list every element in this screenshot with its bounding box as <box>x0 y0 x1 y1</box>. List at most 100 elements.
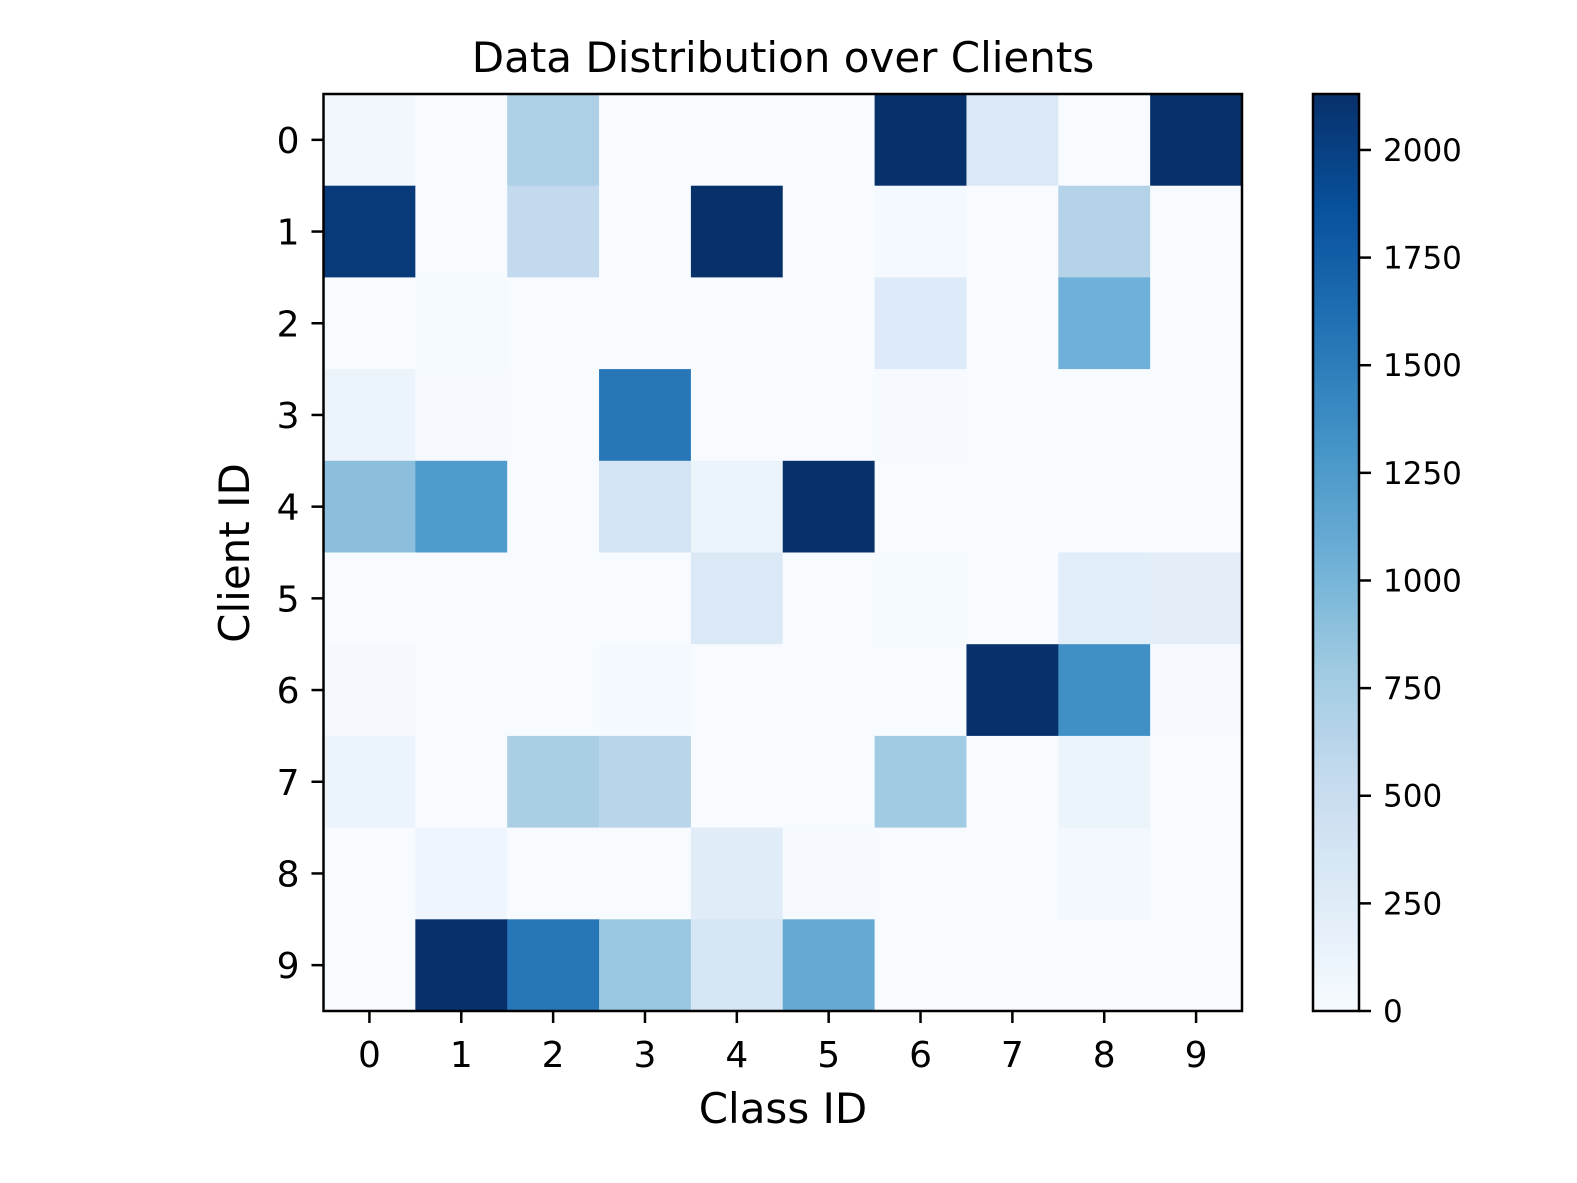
x-tick-label: 4 <box>725 1035 748 1076</box>
heatmap-cell-r5-c2 <box>507 552 600 645</box>
heatmap-cell-r9-c2 <box>507 919 600 1012</box>
heatmap-cell-r5-c8 <box>1058 552 1151 645</box>
heatmap-cell-r5-c7 <box>966 552 1059 645</box>
heatmap-cell-r4-c8 <box>1058 460 1151 554</box>
heatmap-cell-r1-c5 <box>782 185 876 278</box>
heatmap-cell-r4-c7 <box>966 460 1059 554</box>
heatmap-cell-r4-c3 <box>599 460 692 554</box>
colorbar-tick-label: 250 <box>1383 886 1442 922</box>
heatmap-cell-r0-c5 <box>782 94 876 187</box>
x-axis-title: Class ID <box>699 1084 868 1133</box>
heatmap-cell-r6-c4 <box>690 644 784 737</box>
heatmap-cell-r0-c7 <box>966 94 1059 187</box>
heatmap-cell-r1-c7 <box>966 185 1059 278</box>
heatmap-cell-r2-c9 <box>1150 277 1243 370</box>
heatmap-cell-r6-c8 <box>1058 644 1151 737</box>
heatmap-cell-r4-c1 <box>415 460 508 554</box>
heatmap-cell-r5-c4 <box>690 552 784 645</box>
heatmap-cell-r6-c2 <box>507 644 600 737</box>
heatmap-cell-r9-c1 <box>415 919 508 1012</box>
colorbar-tick-label: 1250 <box>1383 456 1462 492</box>
heatmap-cell-r8-c5 <box>782 827 876 920</box>
heatmap-cell-r3-c9 <box>1150 369 1243 462</box>
heatmap-cell-r7-c0 <box>323 735 416 829</box>
heatmap-cell-r1-c0 <box>323 185 416 278</box>
heatmap-cell-r9-c8 <box>1058 919 1151 1012</box>
heatmap-cell-r6-c9 <box>1150 644 1243 737</box>
heatmap-cell-r8-c1 <box>415 827 508 920</box>
heatmap-cell-r2-c6 <box>874 277 968 370</box>
y-tick-label: 0 <box>277 121 300 162</box>
plot-frame <box>322 92 1244 1013</box>
heatmap-cell-r6-c3 <box>599 644 692 737</box>
heatmap-cell-r7-c5 <box>782 735 876 829</box>
heatmap-cell-r5-c0 <box>323 552 416 645</box>
heatmap-cell-r7-c6 <box>874 735 968 829</box>
heatmap-cell-r0-c9 <box>1150 94 1243 187</box>
heatmap-cell-r4-c6 <box>874 460 968 554</box>
colorbar-tick-label: 1000 <box>1383 563 1462 599</box>
x-axis-ticks: 0 1 2 3 4 5 6 7 8 9 <box>358 1011 1208 1076</box>
y-tick-label: 7 <box>277 763 300 804</box>
heatmap-cell-r1-c3 <box>599 185 692 278</box>
heatmap-cell-r7-c1 <box>415 735 508 829</box>
heatmap-cell-r5-c1 <box>415 552 508 645</box>
x-tick-label: 7 <box>1001 1035 1024 1076</box>
heatmap-cell-r2-c2 <box>507 277 600 370</box>
heatmap-cell-r5-c3 <box>599 552 692 645</box>
heatmap-cell-r2-c7 <box>966 277 1059 370</box>
heatmap-cell-r8-c3 <box>599 827 692 920</box>
heatmap-cell-r3-c7 <box>966 369 1059 462</box>
heatmap-cell-r4-c5 <box>782 460 876 554</box>
heatmap-cell-r4-c9 <box>1150 460 1243 554</box>
x-tick-label: 0 <box>358 1035 381 1076</box>
heatmap-cell-r2-c0 <box>323 277 416 370</box>
heatmap-cell-r8-c2 <box>507 827 600 920</box>
heatmap-cell-r1-c4 <box>690 185 784 278</box>
colorbar-tick-label: 500 <box>1383 779 1442 815</box>
heatmap-cell-r9-c7 <box>966 919 1059 1012</box>
heatmap-cell-r8-c6 <box>874 827 968 920</box>
heatmap-cell-r2-c1 <box>415 277 508 370</box>
heatmap-cell-r1-c6 <box>874 185 968 278</box>
heatmap-cell-r8-c4 <box>690 827 784 920</box>
heatmap-cell-r3-c6 <box>874 369 968 462</box>
heatmap-cell-r3-c3 <box>599 369 692 462</box>
x-tick-label: 2 <box>542 1035 565 1076</box>
heatmap-cell-r2-c4 <box>690 277 784 370</box>
x-tick-label: 1 <box>450 1035 473 1076</box>
heatmap-cell-r9-c9 <box>1150 919 1243 1012</box>
heatmap-cell-r4-c4 <box>690 460 784 554</box>
heatmap-cell-r9-c4 <box>690 919 784 1012</box>
heatmap-cell-r0-c1 <box>415 94 508 187</box>
heatmap-cell-r5-c6 <box>874 552 968 645</box>
heatmap-cell-r9-c3 <box>599 919 692 1012</box>
y-axis-title: Client ID <box>210 463 259 643</box>
colorbar-tick-label: 1750 <box>1383 241 1462 277</box>
heatmap-cell-r3-c2 <box>507 369 600 462</box>
colorbar <box>1313 94 1359 1011</box>
heatmap-cell-r8-c0 <box>323 827 416 920</box>
heatmap-cell-r9-c6 <box>874 919 968 1012</box>
heatmap-cell-r3-c8 <box>1058 369 1151 462</box>
heatmap-cell-r7-c8 <box>1058 735 1151 829</box>
y-tick-label: 9 <box>277 946 300 987</box>
heatmap-cell-r6-c5 <box>782 644 876 737</box>
heatmap-cell-r6-c6 <box>874 644 968 737</box>
x-tick-label: 6 <box>909 1035 932 1076</box>
heatmap-cell-r0-c2 <box>507 94 600 187</box>
x-tick-label: 5 <box>817 1035 840 1076</box>
y-tick-label: 3 <box>277 396 300 437</box>
heatmap-cell-r7-c4 <box>690 735 784 829</box>
heatmap-cell-r0-c6 <box>874 94 968 187</box>
y-tick-label: 1 <box>277 213 300 254</box>
colorbar-frame <box>1311 92 1361 1013</box>
heatmap-cell-r5-c5 <box>782 552 876 645</box>
heatmap-cell-r1-c2 <box>507 185 600 278</box>
heatmap-cell-r6-c0 <box>323 644 416 737</box>
heatmap-cell-r0-c3 <box>599 94 692 187</box>
x-tick-label: 3 <box>634 1035 657 1076</box>
y-tick-label: 5 <box>277 579 300 620</box>
heatmap-cell-r1-c1 <box>415 185 508 278</box>
